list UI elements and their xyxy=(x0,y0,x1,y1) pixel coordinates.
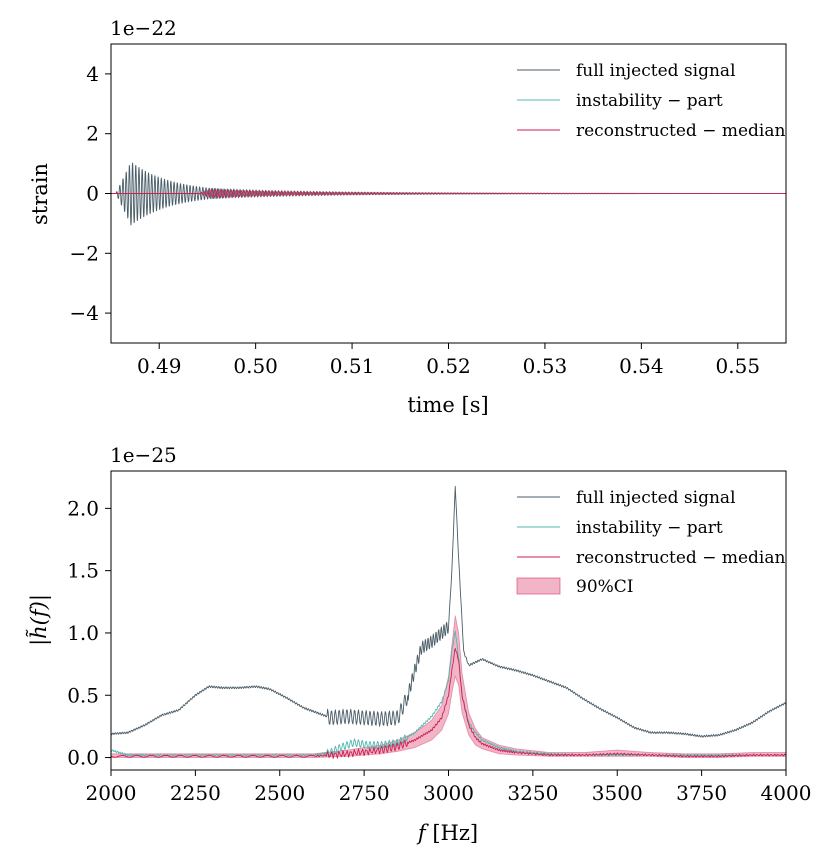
time-domain-panel: 1e−22 0.49 0.50 0.51 0.52 0.53 0.54 0.55 −4 −2 0… xyxy=(28,16,787,417)
top-legend-label-instability: instability − part xyxy=(576,91,723,111)
bottom-x-tick-label: 2500 xyxy=(254,781,305,805)
bottom-legend-label-reconstructed: reconstructed − median xyxy=(576,548,786,568)
top-legend-label-reconstructed: reconstructed − median xyxy=(576,121,786,141)
top-legend-label-full: full injected signal xyxy=(576,61,736,81)
top-x-tick-label: 0.54 xyxy=(619,354,664,378)
bottom-offset-label: 1e−25 xyxy=(110,443,177,467)
bottom-x-tick-label: 3500 xyxy=(592,781,643,805)
bottom-x-axis-label-unit: [Hz] xyxy=(426,821,478,845)
bottom-x-axis-label: f [Hz] xyxy=(416,821,478,845)
bottom-x-tick-label: 4000 xyxy=(761,781,812,805)
top-x-tick-label: 0.52 xyxy=(426,354,471,378)
top-x-tick-label: 0.51 xyxy=(330,354,375,378)
bottom-x-tick-label: 2000 xyxy=(86,781,137,805)
top-y-tick-label: 2 xyxy=(86,122,99,146)
top-x-tick-label: 0.49 xyxy=(137,354,182,378)
bottom-x-tick-label: 3750 xyxy=(676,781,727,805)
top-series-reconstructed-line xyxy=(111,188,786,199)
bottom-x-ticks: 2000 2250 2500 2750 3000 3250 3500 3750 4000 xyxy=(86,770,812,805)
bottom-y-tick-label: 1.0 xyxy=(67,621,99,645)
bottom-x-tick-label: 3000 xyxy=(423,781,474,805)
bottom-legend-swatch-ci xyxy=(516,577,561,595)
bottom-y-tick-label: 0.0 xyxy=(67,746,99,770)
bottom-x-tick-label: 2250 xyxy=(170,781,221,805)
bottom-legend-label-ci: 90%CI xyxy=(576,577,634,597)
top-x-tick-label: 0.55 xyxy=(716,354,761,378)
bottom-y-tick-label: 2.0 xyxy=(67,496,99,520)
top-y-axis-label: strain xyxy=(28,163,52,225)
frequency-domain-panel: 1e−25 2000 2250 2500 2750 3000 3250 3500 3750 40… xyxy=(26,443,811,845)
bottom-x-tick-label: 3250 xyxy=(507,781,558,805)
top-x-ticks: 0.49 0.50 0.51 0.52 0.53 0.54 0.55 xyxy=(137,343,760,378)
top-y-tick-label: −2 xyxy=(70,241,99,265)
bottom-y-axis-label: |h̃(f)| xyxy=(26,594,52,646)
top-x-axis-label: time [s] xyxy=(407,393,488,417)
top-x-tick-label: 0.53 xyxy=(523,354,568,378)
top-y-tick-label: −4 xyxy=(70,301,99,325)
bottom-y-tick-label: 1.5 xyxy=(67,559,99,583)
top-plot-area xyxy=(111,162,786,226)
bottom-y-tick-label: 0.5 xyxy=(67,683,99,707)
bottom-legend: full injected signal instability − part … xyxy=(516,488,786,597)
top-y-tick-label: 4 xyxy=(86,62,99,86)
bottom-legend-label-full: full injected signal xyxy=(576,488,736,508)
top-legend: full injected signal instability − part … xyxy=(517,61,786,141)
bottom-x-axis-label-symbol: f xyxy=(416,821,429,845)
bottom-series-full-line xyxy=(111,486,786,738)
bottom-y-ticks: 0.0 0.5 1.0 1.5 2.0 xyxy=(67,496,111,770)
bottom-legend-label-instability: instability − part xyxy=(576,518,723,538)
bottom-plot-area xyxy=(111,486,786,759)
top-offset-label: 1e−22 xyxy=(110,16,177,40)
bottom-series-reconstructed-line xyxy=(111,647,786,759)
top-y-ticks: −4 −2 0 2 4 xyxy=(70,62,111,325)
top-x-tick-label: 0.50 xyxy=(233,354,278,378)
bottom-x-tick-label: 2750 xyxy=(339,781,390,805)
top-y-tick-label: 0 xyxy=(86,182,99,206)
